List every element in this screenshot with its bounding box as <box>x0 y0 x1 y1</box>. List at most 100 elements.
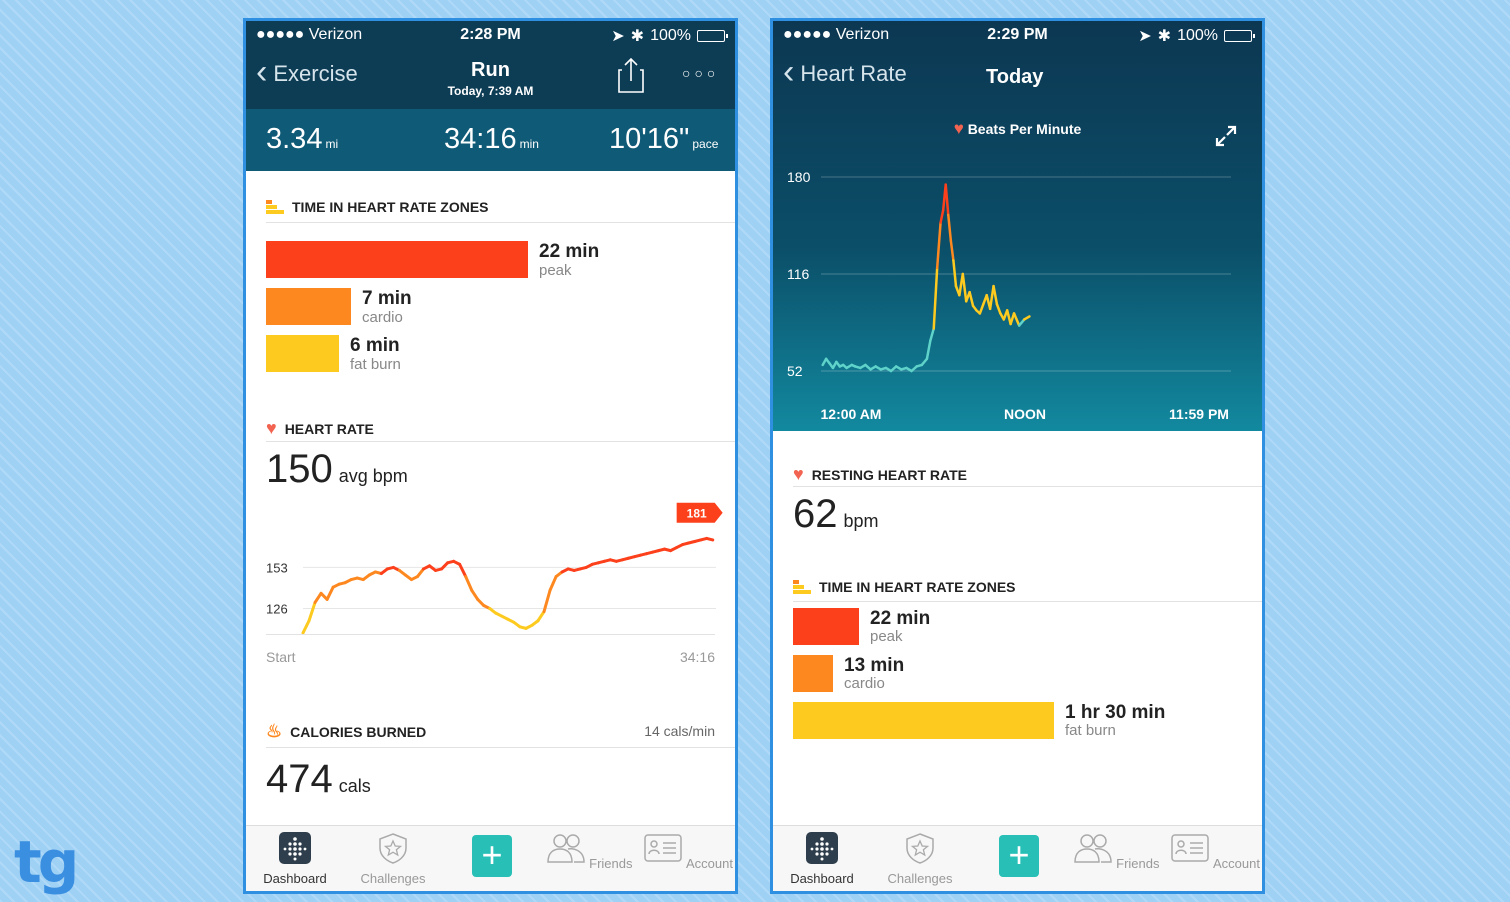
battery-icon <box>1224 30 1255 42</box>
resting-heart-rate: 62 bpm <box>793 492 879 536</box>
page-title: Run <box>471 59 510 81</box>
daily-heart-rate-chart: 52 116 180 12:00 AM NOON 11:59 PM <box>787 169 1231 422</box>
exercise-screen: ●●●●● Verizon 2:28 PM ➤ ✱ 100% ‹ Exercis… <box>243 18 738 894</box>
status-time: 2:29 PM <box>987 26 1048 43</box>
challenges-icon <box>906 833 934 864</box>
heart-rate-line-segment <box>542 588 552 614</box>
zones-section-title: TIME IN HEART RATE ZONES <box>266 199 489 215</box>
fat-burn-zone-value: 1 hr 30 min <box>1065 702 1166 723</box>
heart-rate-section-title: ♥ HEART RATE <box>266 418 374 438</box>
tg-logo: tg <box>14 828 79 896</box>
calories-section-title: ♨ CALORIES BURNED <box>266 721 427 741</box>
cardio-zone-value: 13 min <box>844 655 905 676</box>
bluetooth-icon: ✱ <box>630 28 645 45</box>
carrier-label: ●●●●● Verizon <box>783 26 890 43</box>
tab-friends[interactable]: Friends <box>1067 832 1165 871</box>
back-label: Heart Rate <box>800 61 907 86</box>
divider <box>266 222 735 223</box>
peak-zone-bar <box>793 608 859 645</box>
back-button[interactable]: ‹ Exercise <box>256 53 358 91</box>
distance-stat: 3.34 mi <box>266 123 339 155</box>
status-right: ➤ ✱ 100% <box>611 26 728 46</box>
heart-rate-line-segment <box>947 213 953 242</box>
avg-heart-rate: 150 avg bpm <box>266 447 408 491</box>
max-callout-label: 181 <box>687 507 707 521</box>
fat-burn-zone-label: fat burn <box>350 356 401 373</box>
y-tick-label: 52 <box>787 363 803 379</box>
nav-header: ●●●●● Verizon 2:28 PM ➤ ✱ 100% ‹ Exercis… <box>246 21 735 109</box>
heart-rate-line-segment <box>536 610 546 623</box>
zones-icon <box>793 580 811 594</box>
pace-stat: 10'16" pace <box>609 123 719 155</box>
share-icon[interactable] <box>618 57 644 93</box>
heart-rate-line-segment <box>325 585 335 601</box>
location-icon: ➤ <box>1138 28 1152 45</box>
calories-rate: 14 cals/min <box>644 723 715 739</box>
tab-challenges[interactable]: Challenges <box>871 832 969 886</box>
bluetooth-icon: ✱ <box>1157 28 1172 45</box>
add-button[interactable]: + <box>999 835 1039 877</box>
heart-rate-line-segment <box>705 536 715 542</box>
heart-rate-line-segment <box>464 575 474 592</box>
fat-burn-zone-value: 6 min <box>350 335 400 356</box>
heart-rate-line-segment <box>925 339 932 361</box>
heart-icon: ♥ <box>266 418 277 438</box>
heart-rate-line-segment <box>1023 315 1031 321</box>
plus-icon: + <box>481 834 503 875</box>
flame-icon: ♨ <box>266 721 283 741</box>
heart-rate-line-segment <box>415 567 426 579</box>
chevron-left-icon: ‹ <box>256 53 268 91</box>
heart-rate-line-segment <box>1012 312 1021 327</box>
battery-icon <box>697 30 728 42</box>
tab-dashboard[interactable]: Dashboard <box>773 832 871 886</box>
heart-rate-line-segment <box>961 272 968 303</box>
tab-account[interactable]: Account <box>1166 832 1262 871</box>
battery-percent: 100% <box>1177 27 1218 44</box>
battery-percent: 100% <box>650 27 691 44</box>
tab-challenges[interactable]: Challenges <box>344 832 442 886</box>
heart-rate-line-segment <box>548 575 558 592</box>
divider <box>266 747 735 748</box>
heart-rate-line-segment <box>307 600 317 623</box>
account-icon <box>644 834 682 862</box>
tab-account[interactable]: Account <box>639 832 735 871</box>
account-icon <box>1171 834 1209 862</box>
zones-icon <box>266 200 284 214</box>
more-icon[interactable]: ○○○ <box>682 65 720 81</box>
heart-rate-line-segment <box>952 259 958 288</box>
cardio-zone-bar <box>266 288 351 325</box>
status-bar: ●●●●● Verizon 2:29 PM ➤ ✱ 100% <box>773 21 1262 49</box>
status-right: ➤ ✱ 100% <box>1138 26 1255 46</box>
heart-rate-line-segment <box>929 327 935 342</box>
heart-rate-line-segment <box>968 290 975 308</box>
y-tick-label: 116 <box>787 266 810 282</box>
add-button[interactable]: + <box>472 835 512 877</box>
back-button[interactable]: ‹ Heart Rate <box>783 55 907 89</box>
friends-icon <box>546 834 585 863</box>
peak-zone-label: peak <box>870 628 903 645</box>
page-subtitle: Today, 7:39 AM <box>447 84 534 98</box>
heart-rate-line-segment <box>978 303 985 315</box>
dashboard-icon <box>806 832 838 864</box>
peak-zone-value: 22 min <box>870 608 931 629</box>
cardio-zone-label: cardio <box>844 675 885 692</box>
cardio-zone-label: cardio <box>362 309 403 326</box>
expand-icon[interactable] <box>1215 125 1237 147</box>
back-label: Exercise <box>273 61 358 86</box>
status-time: 2:28 PM <box>460 26 521 43</box>
tab-friends[interactable]: Friends <box>540 832 638 871</box>
tab-dashboard[interactable]: Dashboard <box>246 832 344 886</box>
heart-rate-line-segment <box>939 209 945 224</box>
divider <box>793 601 1262 602</box>
duration-stat: 34:16 min <box>444 123 539 155</box>
tab-bar: Dashboard Challenges + Friends Account <box>246 825 735 891</box>
heart-rate-line-segment <box>470 588 480 601</box>
chart-end-label: 34:16 <box>679 649 715 665</box>
x-tick-label: 11:59 PM <box>1169 406 1229 422</box>
zones-section-title: TIME IN HEART RATE ZONES <box>793 579 1016 595</box>
heart-rate-line-segment <box>313 591 323 604</box>
heart-rate-line-segment <box>944 183 950 217</box>
y-tick-label: 180 <box>787 169 811 185</box>
peak-zone-label: peak <box>539 262 572 279</box>
location-icon: ➤ <box>611 28 625 45</box>
